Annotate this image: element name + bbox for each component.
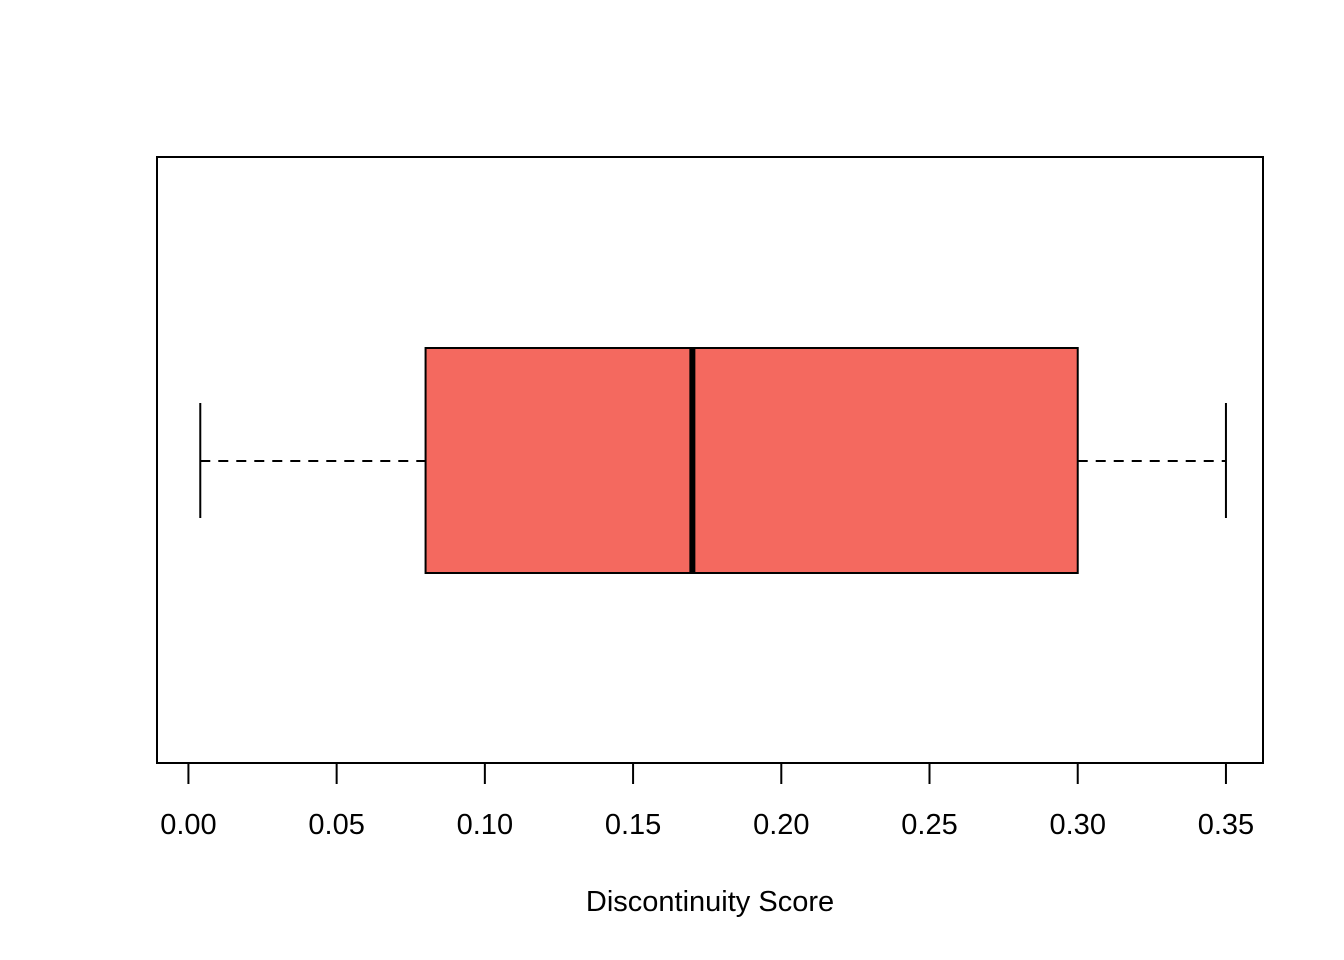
x-tick-label: 0.20	[753, 809, 809, 841]
x-tick-label: 0.15	[605, 809, 661, 841]
x-axis: 0.00 0.05 0.10 0.15 0.20 0.25 0.30 0.35 Discont…	[160, 762, 1254, 918]
interquartile-box	[424, 347, 1079, 574]
x-axis-ticks: 0.00 0.05 0.10 0.15 0.20 0.25 0.30 0.35	[160, 763, 1254, 841]
x-tick-label: 0.35	[1198, 809, 1254, 841]
whisker-group	[199, 403, 1227, 518]
x-tick-label: 0.10	[457, 809, 513, 841]
x-tick-label: 0.25	[901, 809, 957, 841]
x-tick-label: 0.30	[1050, 809, 1106, 841]
x-tick-label: 0.05	[308, 809, 364, 841]
x-tick-label: 0.00	[160, 809, 216, 841]
x-axis-title: Discontinuity Score	[586, 886, 834, 918]
